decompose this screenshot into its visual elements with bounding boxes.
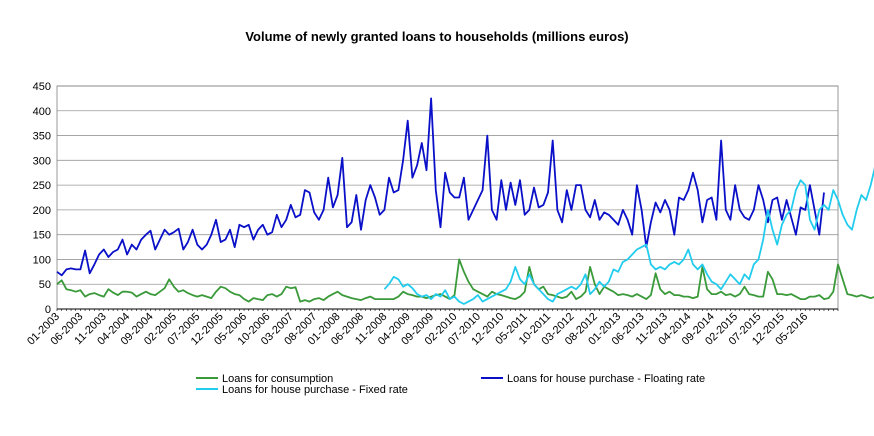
- y-tick-label: 400: [33, 106, 51, 118]
- y-tick-label: 350: [33, 131, 51, 143]
- series-lines: [56, 97, 874, 305]
- plot-area-border: [56, 85, 839, 310]
- y-axis: 0 50 100 150 200 250 300 350 400 450: [33, 81, 51, 316]
- y-tick-label: 50: [39, 279, 51, 291]
- y-tick-label: 200: [33, 205, 51, 217]
- legend-label: Loans for house purchase - Fixed rate: [222, 384, 408, 396]
- legend-label: Loans for consumption: [222, 373, 333, 385]
- series-line-2: [383, 167, 874, 305]
- y-tick-label: 250: [33, 180, 51, 192]
- y-tick-label: 0: [45, 304, 51, 316]
- x-axis: 01-200306-200311-200304-200409-200402-20…: [25, 308, 839, 348]
- series-line-0: [56, 258, 874, 303]
- legend: Loans for consumption Loans for house pur…: [196, 373, 705, 396]
- y-tick-label: 150: [33, 230, 51, 242]
- legend-label: Loans for house purchase - Floating rate: [507, 373, 705, 385]
- series-line-1: [56, 97, 825, 277]
- chart-title: Volume of newly granted loans to househo…: [245, 29, 628, 44]
- y-tick-label: 450: [33, 81, 51, 93]
- y-tick-label: 100: [33, 254, 51, 266]
- gridlines: [56, 85, 839, 310]
- y-tick-label: 300: [33, 155, 51, 167]
